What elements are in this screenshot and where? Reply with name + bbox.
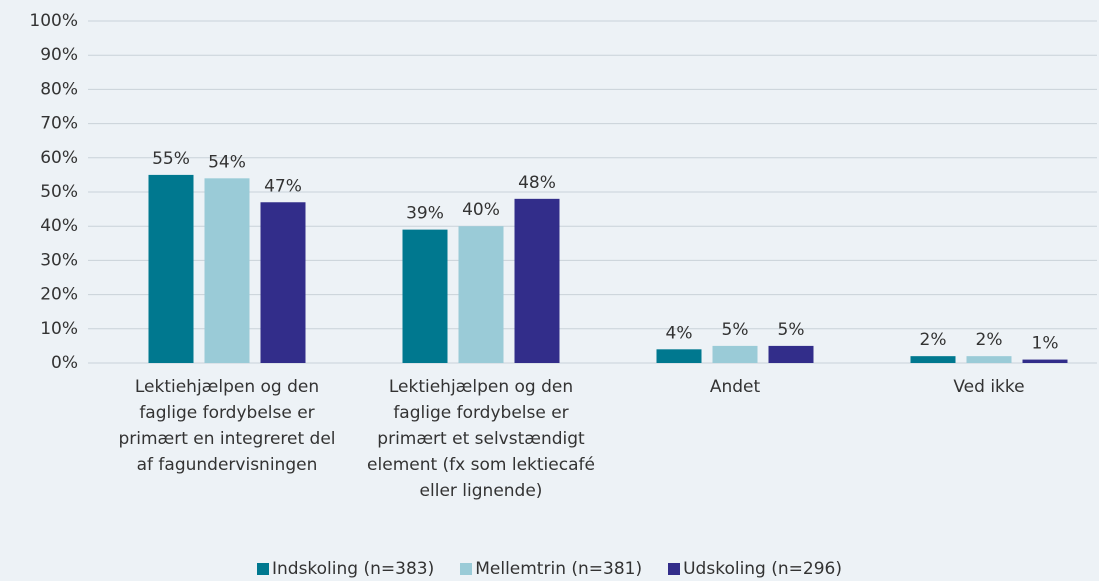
legend-item: Mellemtrin (n=381) <box>460 558 642 580</box>
data-label: 54% <box>208 152 246 172</box>
data-label: 5% <box>778 320 805 340</box>
y-tick-label: 90% <box>40 45 78 65</box>
bar <box>910 356 956 363</box>
data-label: 1% <box>1032 334 1059 354</box>
legend-label: Indskoling (n=383) <box>271 559 435 579</box>
data-label: 48% <box>518 173 556 193</box>
legend-swatch <box>460 563 473 575</box>
data-label: 39% <box>406 204 444 224</box>
legend-item: Indskoling (n=383) <box>256 558 435 580</box>
legend-swatch <box>256 563 269 575</box>
bar <box>148 174 194 363</box>
legend-swatch <box>668 563 681 575</box>
data-label: 47% <box>264 176 302 196</box>
bar <box>966 356 1012 363</box>
y-tick-label: 100% <box>29 11 78 31</box>
x-tick-label: Andet <box>709 377 761 397</box>
bar <box>204 178 250 363</box>
y-tick-label: 30% <box>40 250 78 270</box>
y-tick-label: 70% <box>40 114 78 134</box>
data-label: 55% <box>152 149 190 169</box>
data-label: 40% <box>462 200 500 220</box>
bar <box>514 198 560 363</box>
y-tick-label: 50% <box>40 182 78 202</box>
legend: Indskoling (n=383) Mellemtrin (n=381) Udsk… <box>0 558 1099 580</box>
x-tick-label: Lektiehjælpen og den faglige fordybelse … <box>118 377 336 475</box>
bar <box>260 202 306 363</box>
legend-label: Udskoling (n=296) <box>683 559 842 579</box>
y-tick-label: 20% <box>40 285 78 305</box>
legend-label: Mellemtrin (n=381) <box>475 559 643 579</box>
data-label: 5% <box>722 320 749 340</box>
x-tick-label: Ved ikke <box>953 377 1025 397</box>
bar <box>1022 359 1068 363</box>
y-tick-label: 60% <box>40 148 78 168</box>
bar <box>768 345 814 363</box>
legend-item: Udskoling (n=296) <box>668 558 842 580</box>
x-tick-label: Lektiehjælpen og den faglige fordybelse … <box>367 377 595 501</box>
y-tick-label: 10% <box>40 319 78 339</box>
bar <box>402 229 448 363</box>
y-tick-label: 40% <box>40 216 78 236</box>
bar <box>712 345 758 363</box>
bar <box>656 349 702 363</box>
y-tick-label: 0% <box>51 353 78 373</box>
bar <box>458 226 504 363</box>
y-tick-label: 80% <box>40 79 78 99</box>
data-label: 2% <box>920 330 947 350</box>
data-label: 4% <box>666 323 693 343</box>
data-label: 2% <box>976 330 1003 350</box>
